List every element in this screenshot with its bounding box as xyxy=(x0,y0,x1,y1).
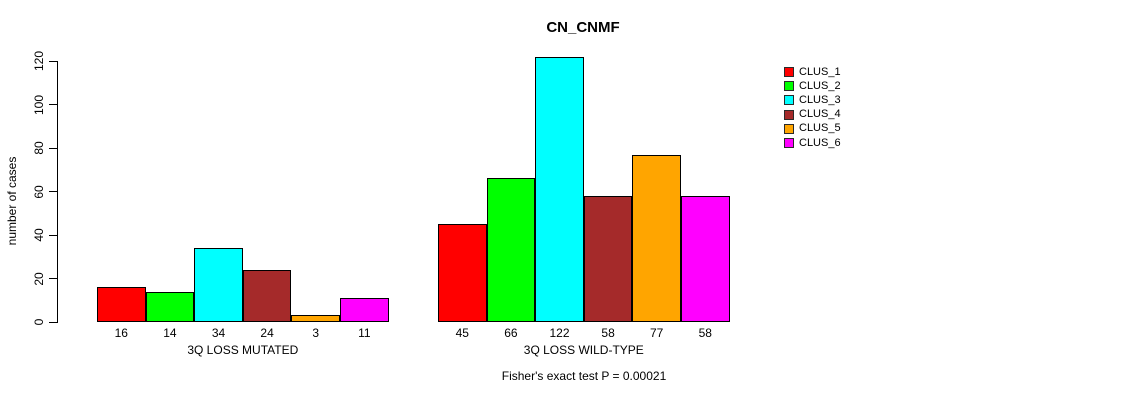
legend-swatch-clus_3 xyxy=(784,95,794,106)
y-axis-tick-label: 0 xyxy=(32,318,46,326)
legend-swatch-clus_6 xyxy=(784,138,794,149)
legend-label: CLUS_1 xyxy=(799,65,841,78)
bar-value-label: 77 xyxy=(650,326,664,340)
bar-value-label: 14 xyxy=(163,326,177,340)
legend-swatch-clus_4 xyxy=(784,109,794,120)
y-axis-tick xyxy=(49,234,57,236)
chart-title: CN_CNMF xyxy=(546,19,620,36)
y-axis-tick-label: 80 xyxy=(32,141,46,155)
bar-clus_1-2 xyxy=(438,224,487,322)
y-axis-label: number of cases xyxy=(5,156,19,246)
legend-item: CLUS_4 xyxy=(784,108,841,122)
legend-item: CLUS_6 xyxy=(784,136,841,150)
legend-label: CLUS_4 xyxy=(799,108,841,121)
bar-value-label: 66 xyxy=(504,326,518,340)
bar-clus_1-1 xyxy=(97,287,146,322)
y-axis-tick xyxy=(49,104,57,106)
y-axis-tick-label: 40 xyxy=(32,228,46,242)
bar-value-label: 58 xyxy=(698,326,712,340)
legend-label: CLUS_3 xyxy=(799,93,841,106)
bar-value-label: 34 xyxy=(211,326,226,340)
y-axis-tick-label: 60 xyxy=(32,184,46,199)
y-axis-tick-label: 100 xyxy=(32,94,46,115)
bar-clus_2-2 xyxy=(486,178,536,322)
legend-swatch-clus_1 xyxy=(784,67,794,78)
legend-item: CLUS_1 xyxy=(784,65,841,79)
legend-swatch-clus_5 xyxy=(784,123,794,134)
bar-value-label: 45 xyxy=(455,326,469,340)
y-axis-tick xyxy=(49,191,57,193)
bar-clus_4-2 xyxy=(583,195,633,322)
legend-label: CLUS_5 xyxy=(799,122,841,135)
bar-value-label: 24 xyxy=(260,326,274,340)
y-axis-tick xyxy=(49,321,57,323)
y-axis-tick xyxy=(49,60,57,62)
y-axis-tick-label: 20 xyxy=(32,271,46,286)
bar-value-label: 16 xyxy=(114,326,128,340)
legend-item: CLUS_5 xyxy=(784,122,841,136)
legend-swatch-clus_2 xyxy=(784,81,794,92)
bar-value-label: 122 xyxy=(549,326,570,340)
bar-clus_6-1 xyxy=(340,298,389,322)
bar-clus_5-2 xyxy=(632,154,681,322)
y-axis-tick xyxy=(49,278,57,280)
x-axis-group-label: 3Q LOSS WILD-TYPE xyxy=(523,343,644,357)
bar-clus_4-1 xyxy=(242,269,292,322)
bar-value-label: 3 xyxy=(312,326,320,340)
legend: CLUS_1 CLUS_2 CLUS_3 CLUS_4 CLUS_5 CLUS_6 xyxy=(784,65,841,150)
bar-clus_3-1 xyxy=(194,248,243,322)
bar-clus_5-1 xyxy=(291,315,340,322)
bar-value-label: 11 xyxy=(358,326,371,340)
legend-item: CLUS_2 xyxy=(784,79,841,93)
bar-clus_3-2 xyxy=(535,56,584,322)
legend-label: CLUS_6 xyxy=(799,136,841,149)
y-axis-tick-label: 120 xyxy=(32,50,46,72)
y-axis xyxy=(57,61,59,323)
legend-item: CLUS_3 xyxy=(784,93,841,107)
fisher-test-annotation: Fisher's exact test P = 0.00021 xyxy=(501,369,667,383)
bar-value-label: 58 xyxy=(601,326,615,340)
bar-clus_2-1 xyxy=(145,291,195,322)
legend-label: CLUS_2 xyxy=(799,79,841,92)
y-axis-tick xyxy=(49,147,57,149)
bar-clus_6-2 xyxy=(681,195,730,322)
x-axis-group-label: 3Q LOSS MUTATED xyxy=(187,343,299,357)
